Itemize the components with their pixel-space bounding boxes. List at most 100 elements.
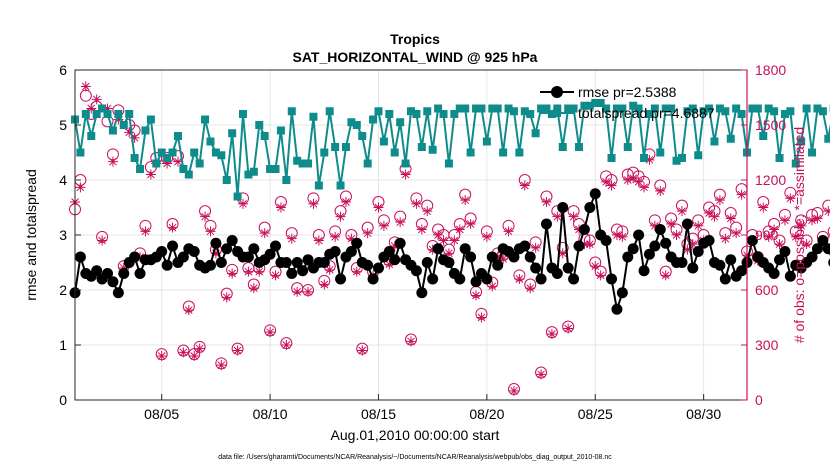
assimilated-point [611,230,622,240]
rmse-point [551,268,563,279]
assimilated-point [362,228,373,239]
assimilated-point [639,182,650,193]
totalspread-point [732,104,741,113]
assimilated-point [335,211,346,222]
y-right-tick-label: 1800 [755,62,786,78]
assimilated-point [449,235,460,246]
assimilated-point [129,132,140,143]
rmse-point [410,265,422,277]
rmse-point [432,243,444,255]
totalspread-point [753,104,762,113]
assimilated-point [292,286,303,297]
assimilated-point [124,127,135,138]
totalspread-point [369,115,378,124]
totalspread-point [163,154,172,162]
assimilated-point [205,226,216,237]
totalspread-point [239,110,247,118]
assimilated-point [796,220,807,231]
series-layer [69,81,830,396]
legend: rmse pr=2.5388 totalspread pr=4.6887 [540,84,715,121]
totalspread-point [244,170,253,179]
rmse-point [719,273,731,285]
legend-totalspread-label: totalspread pr=4.6887 [578,105,715,121]
y-left-tick-label: 5 [59,117,67,133]
totalspread-point [358,132,367,140]
assimilated-point [172,156,183,167]
rmse-point [768,268,780,279]
assimilated-point [644,154,655,165]
totalspread-point [211,148,220,157]
totalspread-point [407,107,415,116]
totalspread-point [363,159,372,168]
rmse-point [611,303,623,315]
totalspread-point [504,104,513,113]
totalspread-point [141,126,150,135]
rmse-point [573,240,585,252]
totalspread-point [423,107,432,116]
assimilated-point [308,198,319,209]
totalspread-point [76,148,85,157]
rmse-point [297,265,309,277]
assimilated-point [275,202,286,213]
rmse-point [465,251,477,263]
totalspread-point [450,110,459,118]
assimilated-point [351,266,362,277]
rmse-point [286,268,298,279]
rmse-point [622,251,634,263]
rmse-point [584,202,596,213]
rmse-point [242,251,254,263]
rmse-point [822,243,830,255]
y-left-tick-label: 0 [59,392,67,408]
totalspread-point [575,143,583,151]
assimilated-point [476,312,487,323]
assimilated-point [454,224,465,235]
rmse-point [248,243,260,255]
totalspread-point [640,154,649,162]
rmse-point [118,268,130,279]
rmse-point [660,237,672,249]
totalspread-point [580,101,589,110]
totalspread-point [461,104,470,113]
assimilated-point [113,114,124,125]
totalspread-point [466,148,475,157]
x-axis: 08/05 08/10 08/15 08/20 08/25 08/30 [144,394,721,422]
assimilated-point [183,305,194,316]
rmse-point [817,235,829,246]
legend-rmse-label: rmse pr=2.5388 [578,84,677,100]
rmse-point [302,254,314,266]
assimilated-point [265,327,276,338]
totalspread-point [314,181,323,190]
rmse-point [270,240,282,252]
totalspread-point [233,192,242,201]
assimilated-point [303,286,314,297]
rmse-point [714,259,726,271]
assimilated-point [357,345,368,356]
assimilated-point [389,241,400,251]
totalspread-point [217,151,226,160]
totalspread-point [748,104,757,113]
assimilated-point [655,186,666,196]
totalspread-point [173,132,182,140]
assimilated-point [720,233,731,244]
rmse-point [329,246,341,257]
assimilated-point [324,264,335,275]
totalspread-point [304,159,313,168]
assimilated-point [519,180,530,191]
rmse-point [638,265,650,277]
rmse-point [681,218,693,230]
rmse-point [394,237,406,249]
totalspread-point [721,107,730,116]
assimilated-point [313,235,324,246]
totalspread-point [439,110,448,118]
assimilated-point [330,231,341,242]
assimilated-point [812,213,823,224]
totalspread-point [488,104,497,113]
series-totalspread [71,99,830,201]
rmse-point [389,254,401,266]
rmse-point [156,246,168,257]
assimilated-point [346,233,357,244]
assimilated-point [807,215,818,226]
totalspread-point [157,148,166,157]
assimilated-point [568,211,579,222]
